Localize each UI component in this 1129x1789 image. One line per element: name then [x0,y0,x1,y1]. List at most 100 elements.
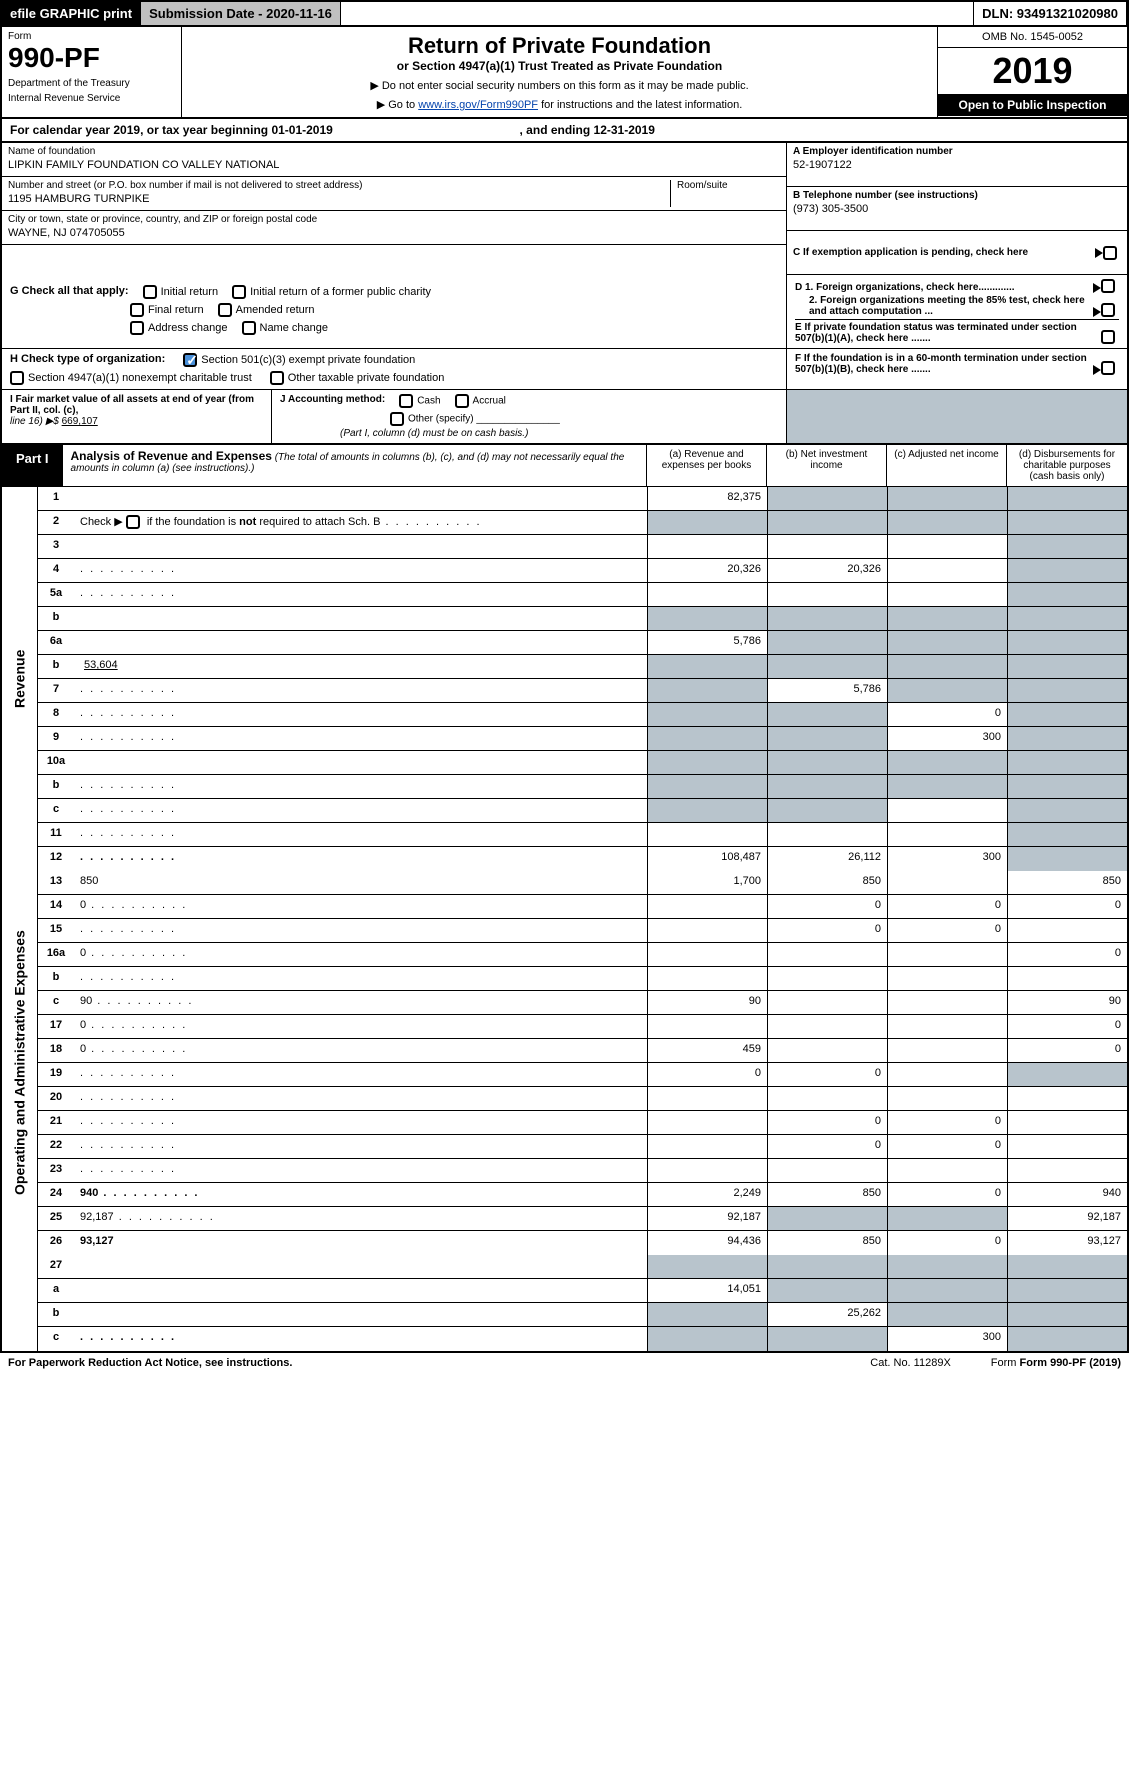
cell-col-b: 5,786 [767,679,887,702]
row-number: 19 [38,1063,74,1086]
cell-col-c: 0 [887,919,1007,942]
cell-col-a [647,799,767,822]
table-row: 138501,700850850 [38,871,1127,895]
checkbox-sch-b[interactable] [126,515,140,529]
cell-col-a [647,967,767,990]
row-number: 14 [38,895,74,918]
form-title: Return of Private Foundation [194,33,925,59]
row-description [74,967,647,990]
f-checkbox[interactable] [1101,361,1115,375]
arrow-icon [1093,365,1101,375]
row-description [74,823,647,846]
table-row: 182,375 [38,487,1127,511]
cell-col-d [1007,751,1127,774]
checkbox-4947[interactable] [10,371,24,385]
row-description: 90 [74,991,647,1014]
cell-col-d: 0 [1007,943,1127,966]
row-description [74,1087,647,1110]
tax-year: 2019 [938,48,1127,94]
table-row: 80 [38,703,1127,727]
row-description: 0 [74,1039,647,1062]
note-ssn: ▶ Do not enter social security numbers o… [194,79,925,92]
e-checkbox[interactable] [1101,330,1115,344]
row-number: 26 [38,1231,74,1255]
checkbox-initial-public[interactable] [232,285,246,299]
checkbox-other-taxable[interactable] [270,371,284,385]
table-row: c [38,799,1127,823]
address-cell: Number and street (or P.O. box number if… [2,177,786,211]
checkbox-initial-return[interactable] [143,285,157,299]
cell-col-b [767,655,887,678]
opt-amended: Amended return [236,304,315,316]
table-row: 27 [38,1255,1127,1279]
opt-other-method: Other (specify) [408,414,474,425]
cell-col-c: 0 [887,703,1007,726]
checkbox-other-method[interactable] [390,412,404,426]
checkbox-name-change[interactable] [242,321,256,335]
cell-col-b [767,727,887,750]
d1-checkbox[interactable] [1101,279,1115,293]
table-row: 420,32620,326 [38,559,1127,583]
table-row: 20 [38,1087,1127,1111]
arrow-icon [1093,307,1101,317]
cell-col-b [767,775,887,798]
cell-col-d [1007,1159,1127,1182]
i-label: I Fair market value of all assets at end… [10,394,254,416]
row-number: c [38,799,74,822]
checkbox-501c3[interactable] [183,353,197,367]
checkbox-amended[interactable] [218,303,232,317]
irs-link[interactable]: www.irs.gov/Form990PF [418,99,538,111]
table-row: 2200 [38,1135,1127,1159]
header-center: Return of Private Foundation or Section … [182,27,937,117]
form-header: Form 990-PF Department of the Treasury I… [0,27,1129,119]
cell-col-a [647,1327,767,1351]
cell-col-a [647,511,767,534]
inspection-badge: Open to Public Inspection [938,94,1127,116]
row-number: a [38,1279,74,1302]
row-number: 3 [38,535,74,558]
cell-col-a [647,607,767,630]
cell-col-c [887,559,1007,582]
cell-col-c: 0 [887,895,1007,918]
cell-col-d [1007,967,1127,990]
checkbox-cash[interactable] [399,394,413,408]
cell-col-a: 2,249 [647,1183,767,1206]
cell-col-d [1007,1327,1127,1351]
row-description: 92,187 [74,1207,647,1230]
row-description [74,487,647,510]
checkbox-final[interactable] [130,303,144,317]
cell-col-b: 26,112 [767,847,887,871]
table-row: 2Check ▶ if the foundation is not requir… [38,511,1127,535]
table-row: 140000 [38,895,1127,919]
checkbox-accrual[interactable] [455,394,469,408]
room-label: Room/suite [677,180,728,191]
row-description [74,679,647,702]
cell-col-c [887,1303,1007,1326]
cell-col-b [767,535,887,558]
row-description: 940 [74,1183,647,1206]
row-number: 11 [38,823,74,846]
exemption-checkbox[interactable] [1103,246,1117,260]
cell-col-d [1007,607,1127,630]
d2-checkbox[interactable] [1101,303,1115,317]
cell-col-a [647,943,767,966]
row-number: 24 [38,1183,74,1206]
phone-cell: B Telephone number (see instructions) (9… [787,187,1127,231]
cell-col-c [887,1015,1007,1038]
row-number: 21 [38,1111,74,1134]
exemption-label: C If exemption application is pending, c… [793,247,1028,258]
table-row: b25,262 [38,1303,1127,1327]
row-number: 1 [38,487,74,510]
row-description: 93,127 [74,1231,647,1255]
cell-col-c [887,1039,1007,1062]
footer-form: Form Form 990-PF (2019) [991,1357,1121,1369]
info-left: Name of foundation LIPKIN FAMILY FOUNDAT… [2,143,787,275]
opt-501c3: Section 501(c)(3) exempt private foundat… [201,354,415,366]
row-number: 4 [38,559,74,582]
info-right: A Employer identification number 52-1907… [787,143,1127,275]
calendar-year-row: For calendar year 2019, or tax year begi… [0,119,1129,143]
cell-col-b [767,1279,887,1302]
cell-col-a [647,583,767,606]
checkbox-address-change[interactable] [130,321,144,335]
table-row: 16a00 [38,943,1127,967]
